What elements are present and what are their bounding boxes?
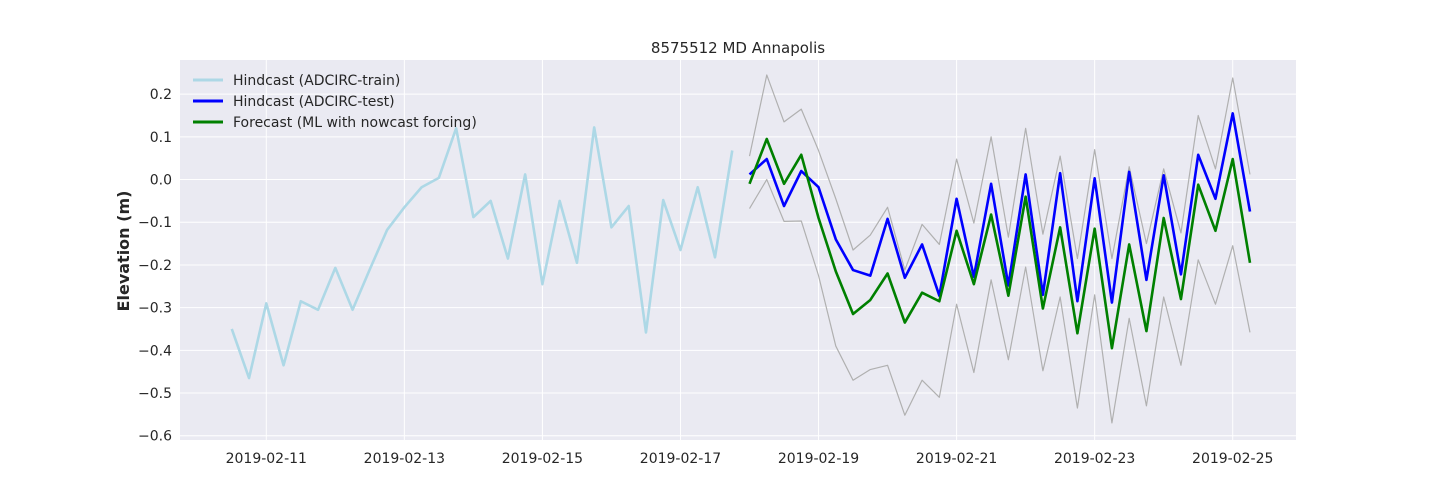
y-tick-label: −0.5 [138, 386, 172, 402]
y-tick-label: 0.2 [150, 87, 172, 103]
legend-label: Forecast (ML with nowcast forcing) [233, 115, 477, 131]
y-tick-label: 0.1 [150, 130, 172, 146]
x-tick-label: 2019-02-13 [364, 451, 445, 467]
x-tick-label: 2019-02-15 [502, 451, 583, 467]
legend-item: Forecast (ML with nowcast forcing) [193, 115, 477, 131]
legend-label: Hindcast (ADCIRC-train) [233, 73, 400, 89]
legend: Hindcast (ADCIRC-train) Hindcast (ADCIRC-… [193, 73, 477, 131]
x-tick-label: 2019-02-25 [1192, 451, 1273, 467]
series-line-forecast-ml-with-nowcast-forcing [748, 137, 1252, 350]
y-axis-label: Elevation (m) [114, 191, 133, 312]
y-tick-label: −0.3 [138, 301, 172, 317]
y-tick-label: −0.1 [138, 215, 172, 231]
x-tick-label: 2019-02-11 [226, 451, 307, 467]
y-tick-label: −0.4 [138, 343, 172, 359]
series-line-hindcast-adcirc-train [230, 126, 734, 380]
x-tick-label: 2019-02-19 [778, 451, 859, 467]
y-tick-label: −0.6 [138, 429, 172, 445]
legend-label: Hindcast (ADCIRC-test) [233, 94, 395, 110]
y-tick-label: −0.2 [138, 258, 172, 274]
x-tick-label: 2019-02-21 [916, 451, 997, 467]
x-axis-ticks: 2019-02-11 2019-02-13 2019-02-15 2019-02-17… [226, 451, 1274, 467]
legend-item: Hindcast (ADCIRC-train) [193, 73, 400, 89]
grid [180, 60, 1296, 440]
uncertainty-band-line-4 [748, 178, 1251, 424]
legend-item: Hindcast (ADCIRC-test) [193, 94, 395, 110]
chart-title: 8575512 MD Annapolis [651, 39, 825, 57]
x-tick-label: 2019-02-17 [640, 451, 721, 467]
series-line-hindcast-adcirc-test [748, 112, 1252, 304]
x-tick-label: 2019-02-23 [1054, 451, 1135, 467]
series-lines [230, 74, 1252, 424]
y-tick-label: 0.0 [150, 173, 172, 189]
uncertainty-band-line-3 [748, 74, 1251, 271]
y-axis-ticks: 0.2 0.1 0.0 −0.1 −0.2 −0.3 −0.4 −0.5 −0.6 [138, 87, 172, 445]
